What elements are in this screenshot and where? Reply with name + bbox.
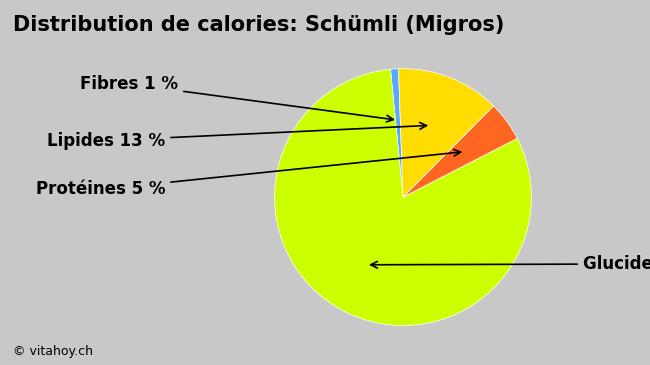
Wedge shape (274, 69, 532, 326)
Text: Lipides 13 %: Lipides 13 % (47, 123, 426, 150)
Wedge shape (391, 69, 403, 197)
Text: © vitahoy.ch: © vitahoy.ch (13, 345, 93, 358)
Text: Distribution de calories: Schümli (Migros): Distribution de calories: Schümli (Migro… (13, 15, 504, 35)
Wedge shape (398, 69, 493, 197)
Text: Fibres 1 %: Fibres 1 % (80, 75, 393, 122)
Text: Protéines 5 %: Protéines 5 % (36, 149, 461, 199)
Wedge shape (403, 106, 517, 197)
Text: Glucides 81 %: Glucides 81 % (370, 255, 650, 273)
